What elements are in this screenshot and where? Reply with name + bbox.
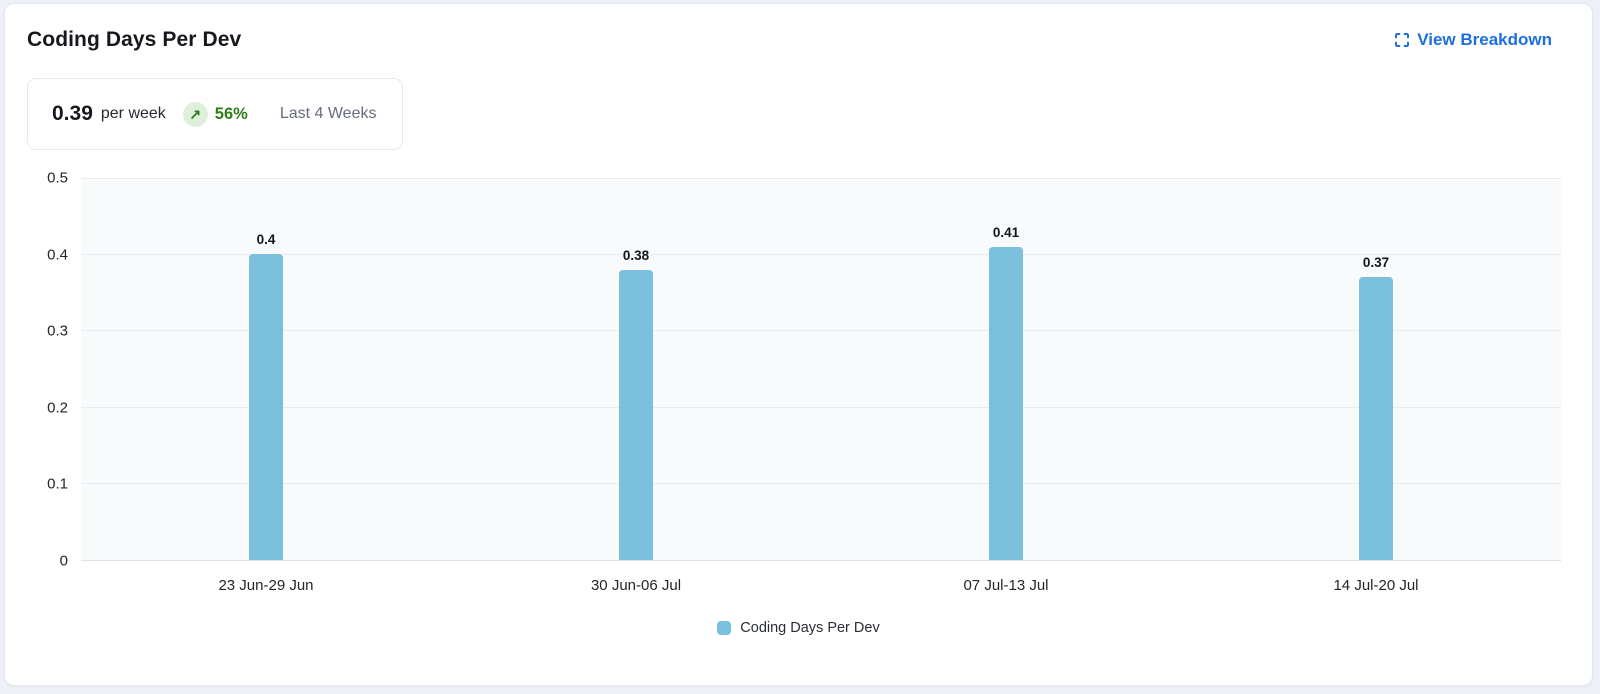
bar-group: 0.41 — [821, 178, 1191, 560]
gridline — [81, 406, 1561, 408]
x-axis-label: 07 Jul-13 Jul — [963, 577, 1049, 594]
gridline — [81, 483, 1561, 485]
gridline — [81, 253, 1561, 255]
bar-group: 0.4 — [81, 178, 451, 560]
bar[interactable] — [1359, 277, 1393, 560]
bar-chart: 0.5 0.4 0.3 0.2 0.1 0 0.4 0.38 0.41 0.37 — [5, 170, 1592, 570]
legend-label: Coding Days Per Dev — [740, 620, 880, 636]
y-tick-label: 0.5 — [47, 169, 68, 187]
y-axis: 0.5 0.4 0.3 0.2 0.1 0 — [27, 170, 81, 570]
metric-value: 0.39 — [52, 102, 93, 125]
bar-value-label: 0.4 — [256, 232, 276, 248]
bar-group: 0.38 — [451, 178, 821, 560]
bar-value-label: 0.41 — [992, 224, 1020, 240]
metric-period: Last 4 Weeks — [279, 105, 377, 122]
y-tick-label: 0.3 — [47, 322, 68, 340]
bar-value-label: 0.38 — [622, 247, 650, 263]
bar-group: 0.37 — [1191, 178, 1561, 560]
bar[interactable] — [989, 246, 1023, 560]
x-axis-label: 30 Jun-06 Jul — [590, 577, 682, 594]
card-header: Coding Days Per Dev View Breakdown — [5, 4, 1592, 52]
coding-days-card: Coding Days Per Dev View Breakdown 0.39 … — [4, 3, 1593, 686]
x-axis-label: 14 Jul-20 Jul — [1333, 577, 1419, 594]
bar[interactable] — [619, 269, 653, 560]
y-tick-label: 0.2 — [47, 399, 68, 417]
x-axis-labels: 23 Jun-29 Jun 30 Jun-06 Jul 07 Jul-13 Jul 1… — [81, 577, 1561, 594]
metric-unit: per week — [100, 105, 166, 122]
view-breakdown-label: View Breakdown — [1417, 30, 1552, 49]
page-title: Coding Days Per Dev — [27, 28, 242, 51]
trend-indicator: ↗ 56% — [182, 101, 248, 127]
y-tick-label: 0.4 — [47, 246, 68, 264]
trend-up-arrow-icon: ↗ — [182, 101, 208, 127]
view-breakdown-link[interactable]: View Breakdown — [1394, 30, 1552, 50]
gridline — [81, 330, 1561, 332]
chart-legend: Coding Days Per Dev — [5, 620, 1592, 636]
legend-item[interactable]: Coding Days Per Dev — [717, 620, 880, 636]
summary-box: 0.39 per week ↗ 56% Last 4 Weeks — [27, 78, 404, 150]
gridline — [81, 178, 1561, 179]
expand-icon — [1395, 33, 1410, 47]
trend-percent: 56% — [214, 104, 248, 123]
legend-swatch-icon — [717, 621, 732, 635]
x-axis-label: 23 Jun-29 Jun — [218, 577, 314, 594]
y-tick-label: 0 — [59, 552, 68, 570]
bar[interactable] — [249, 254, 283, 560]
plot-area: 0.4 0.38 0.41 0.37 — [81, 178, 1561, 561]
bar-value-label: 0.37 — [1362, 255, 1390, 271]
y-tick-label: 0.1 — [47, 475, 68, 493]
